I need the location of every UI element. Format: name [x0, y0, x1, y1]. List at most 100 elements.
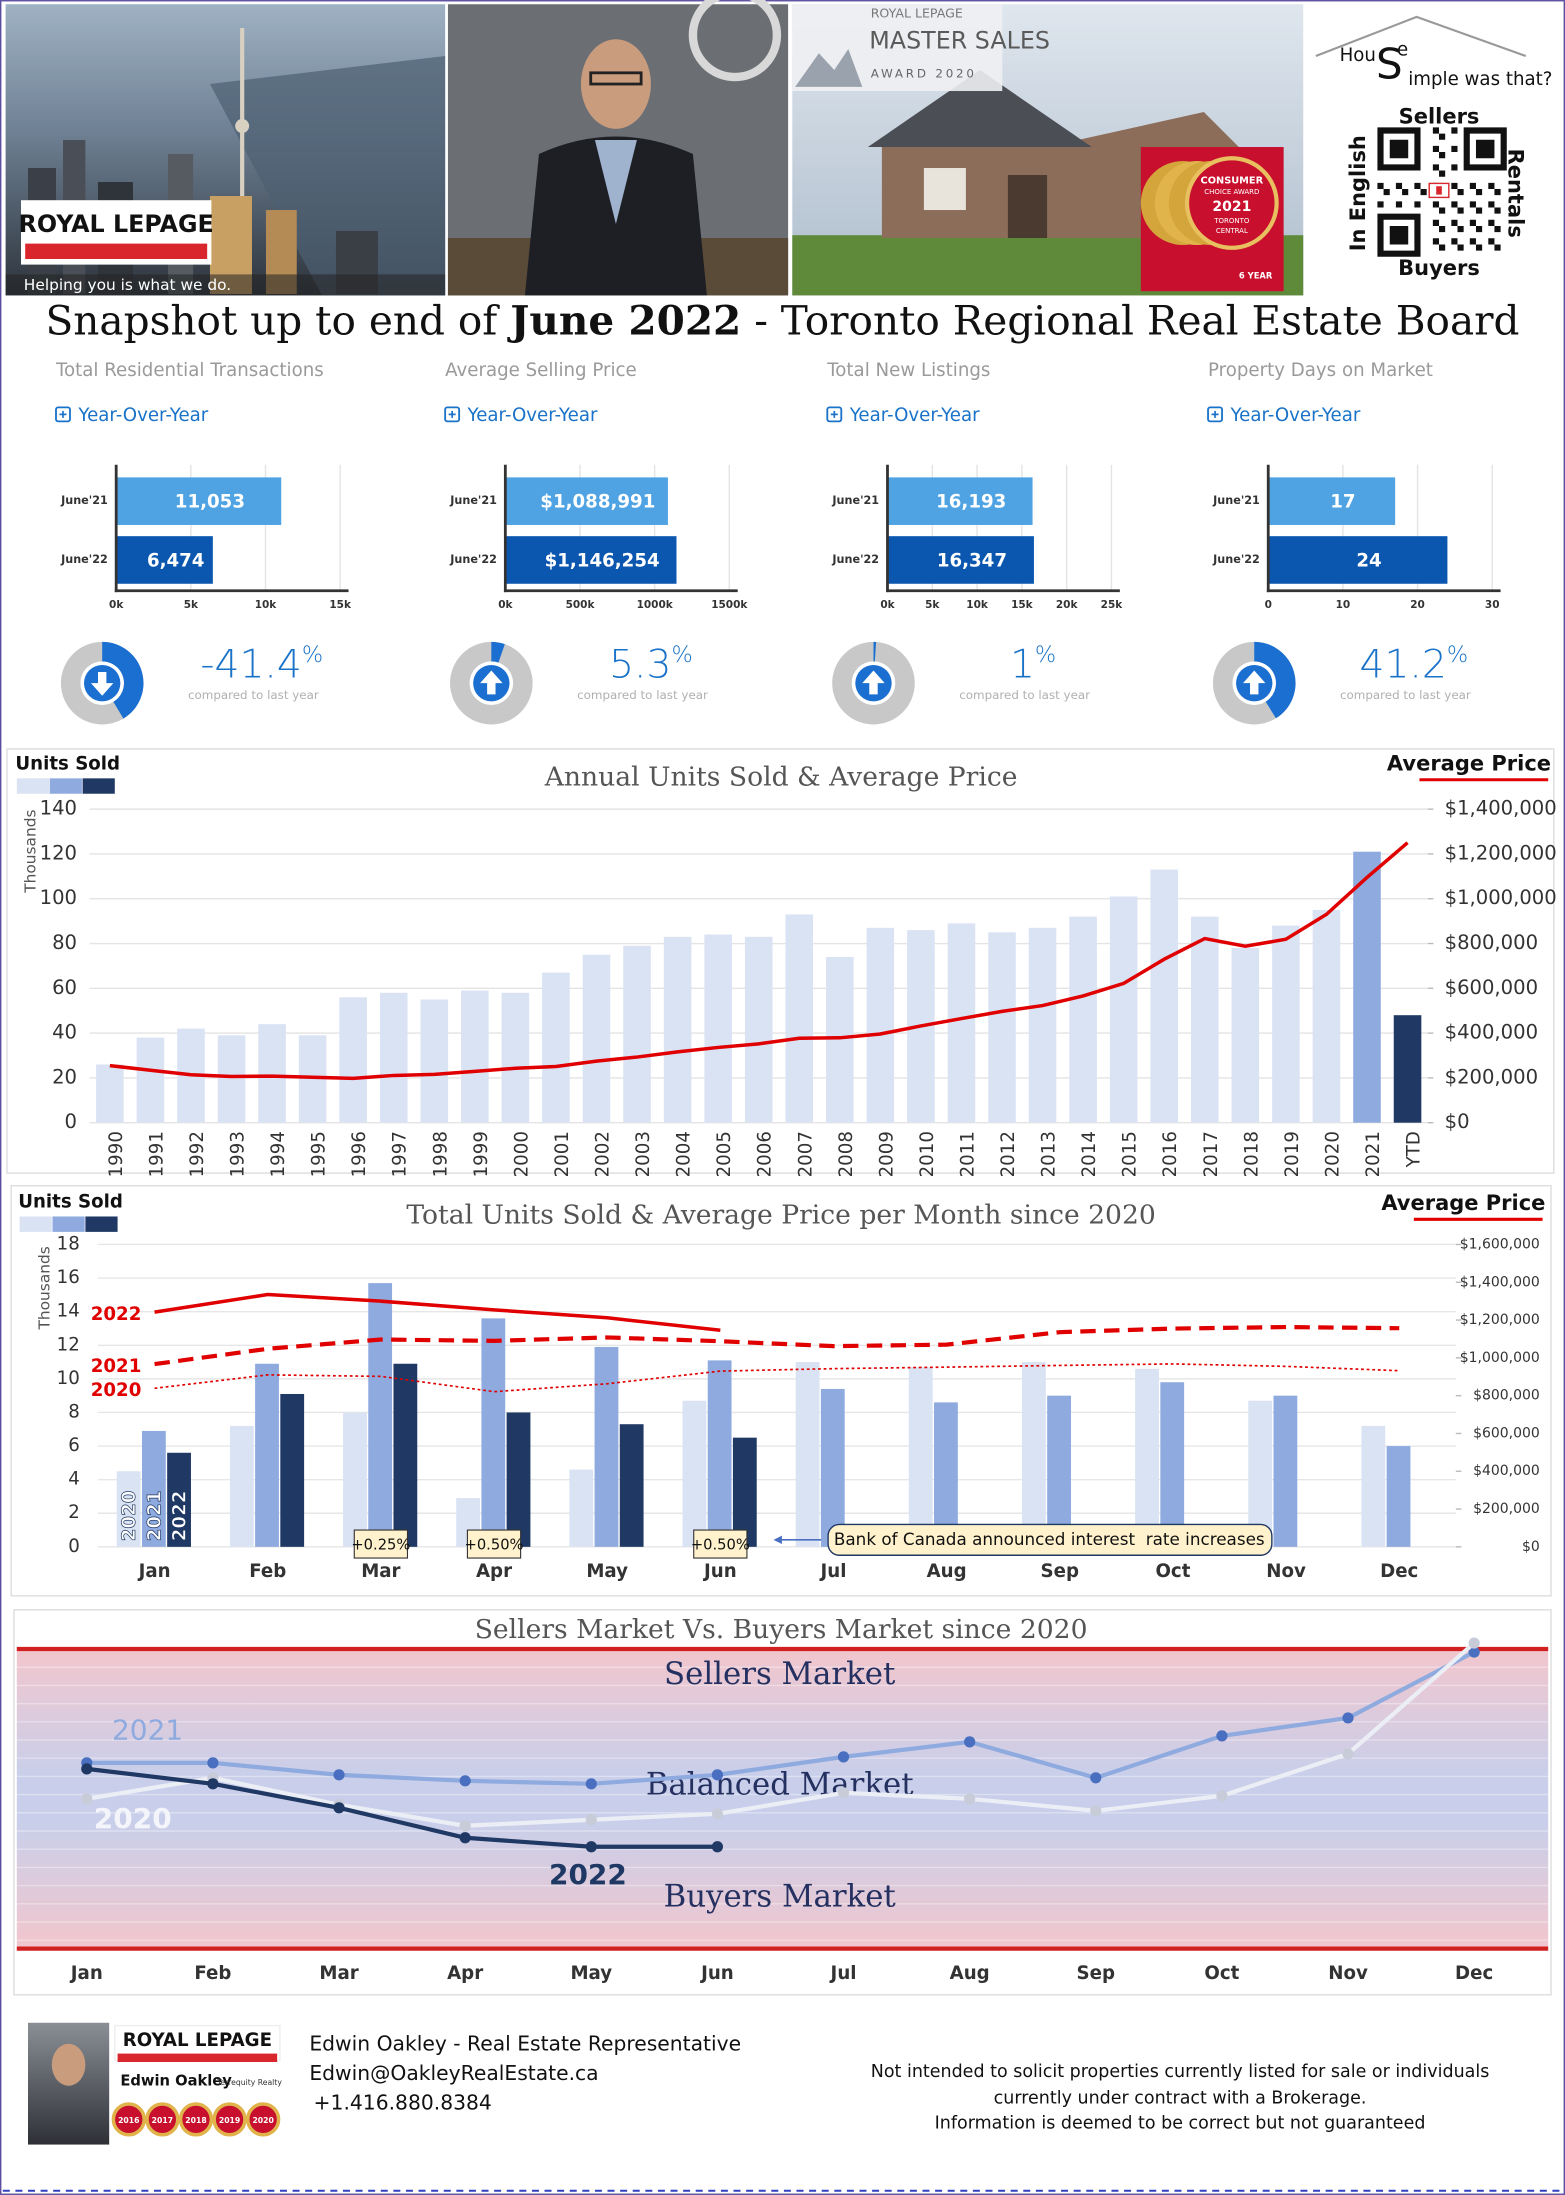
tagline: Helping you is what we do.	[24, 276, 231, 294]
title-part: - Toronto Regional Real Estate Board	[741, 296, 1519, 344]
trend-arrow	[480, 670, 503, 695]
bar	[744, 936, 773, 1123]
y-tick-label: 60	[52, 976, 77, 999]
badge-firm: Terrequity Realty	[216, 2078, 282, 2087]
calendar-icon	[826, 406, 843, 423]
x-tick-label: Apr	[447, 1963, 483, 1984]
market-point	[459, 1775, 471, 1787]
y2-tick-label: $1,600,000	[1460, 1236, 1540, 1252]
category-label: June'22	[449, 553, 497, 566]
donut-arc	[101, 641, 144, 719]
x-tick-label: Mar	[319, 1963, 358, 1984]
bar	[1268, 536, 1448, 584]
medal	[212, 2102, 247, 2137]
x-tick-label: 1997	[390, 1131, 411, 1177]
medal-year: 2017	[152, 2116, 173, 2125]
market-point	[333, 1769, 345, 1781]
medal-year: 2020	[252, 2116, 273, 2125]
bar	[1028, 927, 1057, 1123]
category-label: June'21	[60, 494, 108, 507]
x-tick-label: 15k	[329, 599, 352, 611]
x-tick-label: 2006	[755, 1131, 776, 1177]
kpi-subtitle: Year-Over-Year	[467, 405, 598, 426]
y-tick-label: 140	[40, 797, 77, 820]
x-tick-label: 2015	[1120, 1131, 1141, 1177]
y2-tick-label: $1,200,000	[1445, 841, 1557, 864]
bar	[217, 1035, 246, 1123]
x-tick-label: 2009	[876, 1131, 897, 1177]
badge-medals	[111, 2102, 281, 2137]
bar	[116, 477, 282, 525]
category-label: June'22	[831, 553, 879, 566]
consumer-award-line: 2021	[1212, 199, 1251, 215]
x-tick-label: Mar	[361, 1561, 400, 1582]
donut-arc	[1253, 641, 1296, 719]
chart-title: Annual Units Sold & Average Price	[544, 761, 1018, 792]
x-tick-label: 0k	[109, 599, 124, 611]
x-tick-label: 10k	[966, 599, 989, 611]
x-tick-label: 500k	[566, 599, 596, 611]
change-value: 41.2	[1360, 642, 1447, 687]
y2-tick-label: $1,400,000	[1460, 1274, 1540, 1290]
bar	[505, 477, 668, 525]
kpi-subtitle: Year-Over-Year	[1229, 405, 1360, 426]
brand-logo-band	[25, 243, 208, 260]
x-tick-label: 2016	[1160, 1131, 1181, 1177]
y-tick-label: 4	[68, 1469, 80, 1490]
lake	[209, 56, 446, 296]
y-axis-title: Thousands	[21, 810, 39, 894]
zone-label: Buyers Market	[664, 1879, 897, 1915]
bar	[343, 1412, 367, 1547]
x-tick-label: 2008	[836, 1131, 857, 1177]
legend-title: Average Price	[1387, 751, 1551, 775]
x-tick-label: Sep	[1041, 1561, 1079, 1582]
bar	[1353, 851, 1381, 1123]
y-tick-label: 10	[57, 1368, 80, 1389]
x-tick-label: Jan	[69, 1963, 103, 1984]
rate-label: +0.50%	[465, 1536, 524, 1553]
bar	[1272, 925, 1300, 1123]
x-tick-label: Nov	[1328, 1963, 1368, 1984]
bar	[732, 1437, 757, 1547]
x-tick-label: 2017	[1201, 1131, 1222, 1177]
y2-tick-label: $1,400,000	[1445, 797, 1557, 820]
x-tick-label: 2003	[633, 1131, 654, 1177]
price-line	[154, 1292, 721, 1333]
kpi-note: compared to last year	[959, 688, 1090, 702]
brand-logo: ROYAL LEPAGE	[19, 210, 214, 238]
y-tick-label: 100	[40, 886, 77, 909]
trend-arrow	[90, 671, 114, 696]
bar-series-label: 2022	[169, 1491, 190, 1542]
award-subtitle: AWARD 2020	[871, 67, 977, 81]
market-point	[81, 1763, 93, 1775]
x-tick-label: 5k	[184, 599, 199, 611]
x-tick-label: Jul	[829, 1963, 857, 1984]
x-tick-label: 1990	[106, 1131, 127, 1177]
value-label: 16,193	[936, 492, 1006, 513]
series-label: 2022	[549, 1858, 627, 1891]
change-unit: %	[671, 642, 692, 668]
bar	[887, 477, 1033, 525]
bar	[167, 1452, 191, 1547]
market-point	[1468, 1637, 1480, 1649]
x-tick-label: 20k	[1056, 599, 1079, 611]
rate-box	[353, 1529, 409, 1559]
qr-flag-leaf	[1436, 186, 1442, 195]
bar	[116, 1471, 141, 1547]
bar-series-label: 2020	[119, 1491, 140, 1542]
bar-series-label: 2021	[144, 1491, 165, 1542]
value-label: 17	[1330, 492, 1355, 513]
legend-swatch	[85, 1216, 118, 1232]
kpi-note: compared to last year	[1340, 688, 1471, 702]
y-tick-label: 16	[57, 1267, 80, 1288]
bar	[619, 1424, 644, 1547]
value-label: 6,474	[147, 550, 205, 571]
bar	[1135, 1368, 1159, 1547]
calendar-plus	[1211, 410, 1219, 418]
bar	[623, 945, 651, 1123]
rate-label: +0.50%	[691, 1536, 750, 1553]
kpi-title: Total New Listings	[826, 360, 990, 381]
bar	[795, 1362, 820, 1547]
bar	[988, 932, 1016, 1123]
